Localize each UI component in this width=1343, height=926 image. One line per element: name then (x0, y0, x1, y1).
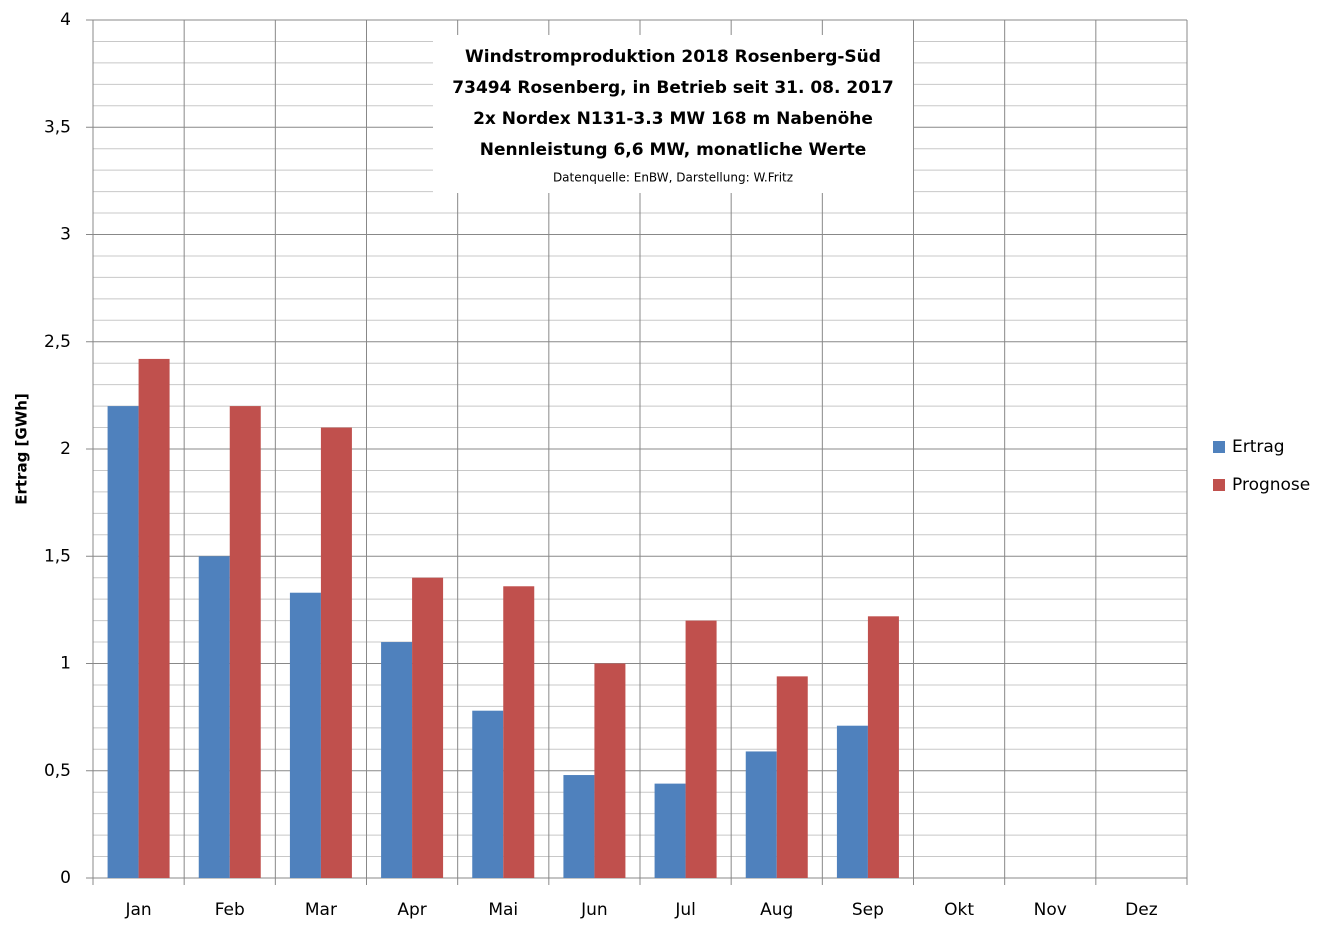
y-axis-label: Ertrag [GWh] (13, 393, 31, 505)
source-note: Datenquelle: EnBW, Darstellung: W.Fritz (553, 171, 793, 185)
y-tick-label: 3,5 (44, 117, 71, 137)
bar (563, 775, 595, 878)
bar (654, 783, 686, 878)
title-line: Nennleistung 6,6 MW, monatliche Werte (480, 140, 866, 160)
x-tick-label: Jan (124, 900, 151, 920)
y-tick-label: 4 (60, 10, 71, 30)
bar (745, 751, 777, 878)
title-line: 2x Nordex N131-3.3 MW 168 m Nabenöhe (473, 109, 873, 129)
x-tick-label: Aug (760, 900, 793, 920)
bar (381, 642, 413, 878)
title-line: Windstromproduktion 2018 Rosenberg-Süd (465, 47, 881, 67)
title-box (433, 35, 913, 193)
legend-swatch (1213, 479, 1225, 491)
x-tick-label: Apr (397, 900, 426, 920)
bar (289, 592, 321, 878)
bar (320, 427, 352, 878)
x-tick-label: Okt (944, 900, 974, 920)
bar (867, 616, 899, 878)
y-tick-label: 1 (60, 654, 71, 674)
bar (776, 676, 808, 878)
y-tick-label: 0 (60, 868, 71, 888)
y-tick-label: 2 (60, 439, 71, 459)
bar (503, 586, 535, 878)
bar (412, 577, 444, 878)
y-tick-label: 3 (60, 225, 71, 245)
bar (229, 406, 261, 878)
bar (836, 725, 868, 878)
x-tick-label: Jun (580, 900, 608, 920)
y-tick-label: 0,5 (44, 761, 71, 781)
bar (198, 556, 230, 878)
x-tick-label: Dez (1125, 900, 1158, 920)
x-tick-label: Mai (488, 900, 518, 920)
y-tick-label: 1,5 (44, 546, 71, 566)
x-tick-label: Sep (852, 900, 884, 920)
x-tick-label: Feb (215, 900, 245, 920)
title-line: 73494 Rosenberg, in Betrieb seit 31. 08.… (452, 78, 893, 98)
legend-label: Ertrag (1232, 437, 1285, 457)
x-tick-label: Nov (1034, 900, 1067, 920)
legend-label: Prognose (1232, 475, 1310, 495)
bar (107, 406, 139, 878)
y-tick-label: 2,5 (44, 332, 71, 352)
bar (472, 710, 504, 878)
bar (594, 663, 626, 878)
x-tick-label: Jul (674, 900, 696, 920)
bar (685, 620, 717, 878)
x-tick-label: Mar (305, 900, 337, 920)
bar (138, 358, 170, 878)
legend-swatch (1213, 441, 1225, 453)
